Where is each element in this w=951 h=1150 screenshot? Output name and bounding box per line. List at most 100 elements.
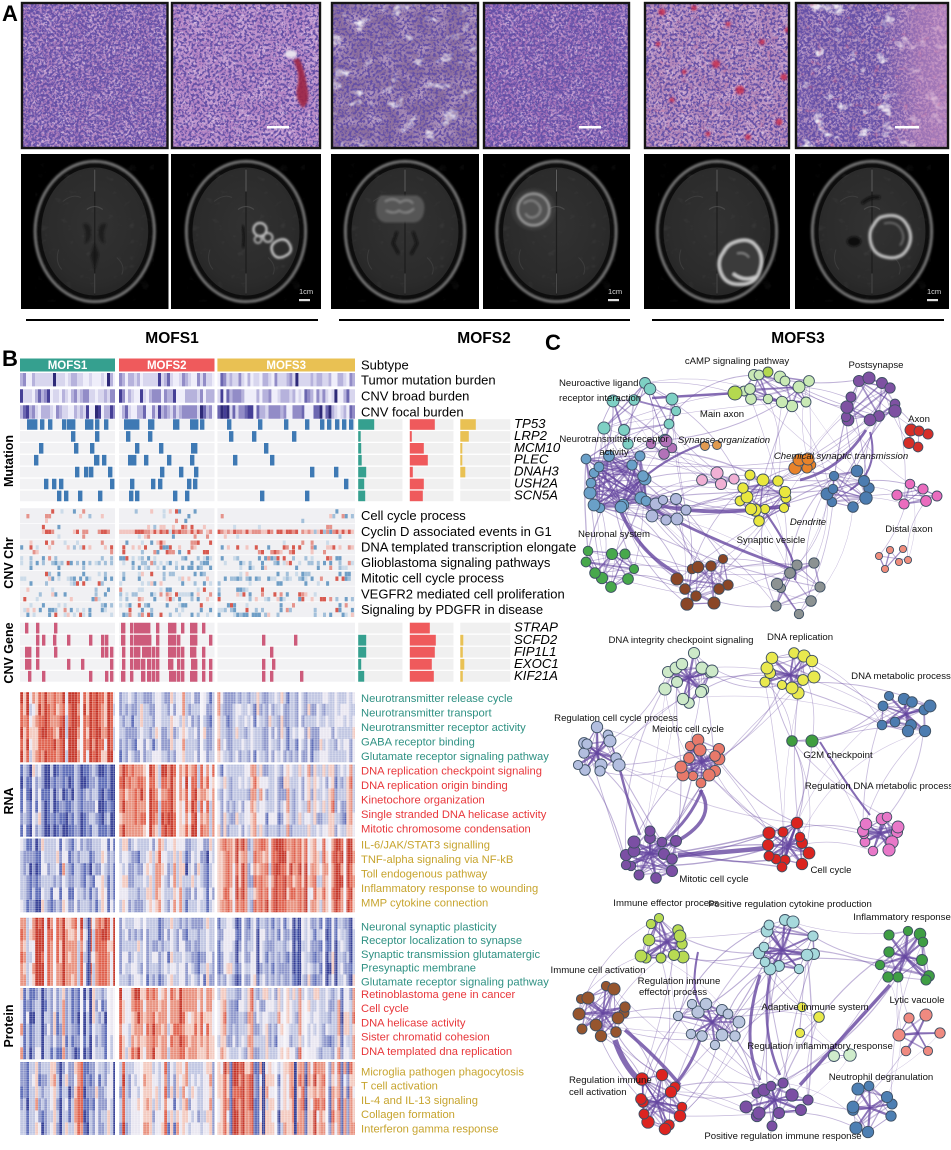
svg-text:MOFS1: MOFS1 — [48, 360, 88, 372]
svg-text:Inflammatory response to wound: Inflammatory response to wounding — [361, 883, 538, 895]
svg-text:Collagen formation: Collagen formation — [361, 1109, 455, 1121]
svg-text:USH2A: USH2A — [514, 476, 558, 491]
svg-text:receptor interaction: receptor interaction — [559, 393, 641, 404]
svg-text:SCFD2: SCFD2 — [514, 632, 558, 647]
svg-text:Protein: Protein — [2, 1004, 16, 1047]
svg-text:Toll endogenous pathway: Toll endogenous pathway — [361, 869, 488, 881]
svg-text:Regulation DNA metabolic proce: Regulation DNA metabolic process — [805, 781, 951, 792]
svg-text:Mitotic cell cycle: Mitotic cell cycle — [679, 874, 748, 885]
svg-text:DNA replication: DNA replication — [767, 632, 833, 643]
svg-text:Regulation immune: Regulation immune — [569, 1075, 652, 1086]
svg-text:DNA helicase activity: DNA helicase activity — [361, 1017, 466, 1029]
svg-text:Retinoblastoma gene in cancer: Retinoblastoma gene in cancer — [361, 989, 516, 1001]
svg-text:Neutrophil degranulation: Neutrophil degranulation — [829, 1072, 934, 1083]
svg-text:CNV Gene: CNV Gene — [2, 622, 16, 683]
svg-text:Receptor localization to synap: Receptor localization to synapse — [361, 935, 522, 947]
svg-text:Distal axon: Distal axon — [885, 524, 932, 535]
svg-text:Glioblastoma signaling pathway: Glioblastoma signaling pathways — [361, 555, 551, 570]
svg-text:STRAP: STRAP — [514, 620, 558, 635]
svg-text:DNAH3: DNAH3 — [514, 464, 559, 479]
svg-text:Single stranded DNA helicase a: Single stranded DNA helicase activity — [361, 809, 547, 821]
svg-text:cell activation: cell activation — [569, 1087, 627, 1098]
svg-text:B: B — [2, 346, 18, 371]
svg-text:Microglia pathogen phagocytosi: Microglia pathogen phagocytosis — [361, 1067, 524, 1079]
svg-text:Positive regulation cytokine p: Positive regulation cytokine production — [708, 899, 872, 910]
svg-text:T cell activation: T cell activation — [361, 1081, 438, 1093]
svg-text:MCM10: MCM10 — [514, 440, 561, 455]
svg-text:Positive regulation immune res: Positive regulation immune response — [704, 1131, 861, 1142]
svg-text:Neurotransmitter receptor acti: Neurotransmitter receptor activity — [361, 722, 526, 734]
svg-text:IL-4 and IL-13 signaling: IL-4 and IL-13 signaling — [361, 1095, 478, 1107]
svg-text:G2M checkpoint: G2M checkpoint — [803, 750, 873, 761]
svg-text:Inflammatory response: Inflammatory response — [853, 912, 951, 923]
svg-text:Tumor mutation burden: Tumor mutation burden — [361, 373, 496, 388]
svg-text:activity: activity — [599, 447, 629, 458]
svg-text:Neurotransmitter release cycle: Neurotransmitter release cycle — [361, 693, 513, 705]
svg-text:Signaling by PDGFR in disease: Signaling by PDGFR in disease — [361, 602, 543, 617]
svg-text:Postsynapse: Postsynapse — [849, 360, 904, 371]
svg-text:MOFS2: MOFS2 — [457, 330, 510, 347]
svg-text:MOFS3: MOFS3 — [266, 360, 306, 372]
svg-text:C: C — [545, 330, 561, 355]
svg-text:cAMP signaling pathway: cAMP signaling pathway — [685, 356, 790, 367]
svg-text:SCN5A: SCN5A — [514, 487, 558, 502]
svg-text:Immune effector process: Immune effector process — [613, 898, 719, 909]
svg-text:DNA metabolic process: DNA metabolic process — [851, 671, 951, 682]
svg-text:DNA replication checkpoint sig: DNA replication checkpoint signaling — [361, 766, 542, 778]
svg-text:Cell cycle: Cell cycle — [361, 1003, 409, 1015]
svg-text:1cm: 1cm — [927, 287, 941, 296]
svg-text:MMP cytokine connection: MMP cytokine connection — [361, 898, 488, 910]
svg-text:CNV broad burden: CNV broad burden — [361, 389, 469, 404]
svg-text:MOFS3: MOFS3 — [771, 330, 825, 347]
svg-text:Synaptic transmission glutamat: Synaptic transmission glutamatergic — [361, 949, 540, 961]
svg-text:Adaptive immune system: Adaptive immune system — [761, 1002, 868, 1013]
svg-text:RNA: RNA — [2, 787, 16, 814]
svg-text:Cell cycle process: Cell cycle process — [361, 508, 466, 523]
svg-text:Lytic vacuole: Lytic vacuole — [889, 995, 944, 1006]
svg-text:DNA templated transcription el: DNA templated transcription elongate — [361, 539, 576, 554]
svg-text:PLEC: PLEC — [514, 452, 549, 467]
svg-text:Presynaptic membrane: Presynaptic membrane — [361, 963, 476, 975]
svg-text:Mutation: Mutation — [2, 435, 16, 487]
svg-text:MOFS2: MOFS2 — [147, 360, 187, 372]
svg-text:Synapse organization: Synapse organization — [678, 435, 770, 446]
svg-text:1cm: 1cm — [608, 287, 622, 296]
svg-text:EXOC1: EXOC1 — [514, 656, 559, 671]
svg-text:CNV Chr: CNV Chr — [2, 537, 16, 589]
svg-text:Meiotic cell cycle: Meiotic cell cycle — [652, 724, 724, 735]
svg-text:KIF21A: KIF21A — [514, 668, 558, 683]
svg-text:Glutamate receptor signaling p: Glutamate receptor signaling pathway — [361, 976, 549, 988]
svg-text:Mitotic chromosome condensatio: Mitotic chromosome condensation — [361, 824, 531, 836]
svg-text:Main axon: Main axon — [700, 409, 744, 420]
svg-text:LRP2: LRP2 — [514, 428, 548, 443]
svg-text:DNA integrity checkpoint signa: DNA integrity checkpoint signaling — [608, 635, 753, 646]
svg-text:Neuronal system: Neuronal system — [578, 529, 650, 540]
svg-text:Glutamate receptor signaling p: Glutamate receptor signaling pathway — [361, 751, 549, 763]
svg-text:Kinetochore organization: Kinetochore organization — [361, 795, 485, 807]
svg-text:Cyclin D associated events in: Cyclin D associated events in G1 — [361, 524, 552, 539]
svg-text:VEGFR2 mediated cell prolifera: VEGFR2 mediated cell proliferation — [361, 586, 565, 601]
svg-text:Axon: Axon — [908, 414, 930, 425]
svg-text:Mitotic cell cycle process: Mitotic cell cycle process — [361, 571, 505, 586]
svg-text:Subtype: Subtype — [361, 358, 409, 373]
svg-text:Sister chromatid cohesion: Sister chromatid cohesion — [361, 1032, 490, 1044]
svg-text:GABA receptor binding: GABA receptor binding — [361, 737, 475, 749]
svg-text:TP53: TP53 — [514, 416, 546, 431]
svg-text:1cm: 1cm — [299, 287, 313, 296]
svg-text:FIP1L1: FIP1L1 — [514, 644, 557, 659]
svg-text:Synaptic vesicle: Synaptic vesicle — [737, 535, 806, 546]
svg-text:Interferon gamma response: Interferon gamma response — [361, 1123, 498, 1135]
svg-text:MOFS1: MOFS1 — [145, 330, 199, 347]
svg-text:Immune cell activation: Immune cell activation — [551, 965, 646, 976]
svg-text:Neuroactive ligand: Neuroactive ligand — [559, 378, 638, 389]
svg-text:Neurotransmitter transport: Neurotransmitter transport — [361, 708, 492, 720]
svg-text:DNA replication origin binding: DNA replication origin binding — [361, 780, 508, 792]
svg-text:Chemical synaptic transmission: Chemical synaptic transmission — [774, 451, 908, 462]
svg-text:Neurotransmitter receptor: Neurotransmitter receptor — [559, 434, 669, 445]
svg-text:Dendrite: Dendrite — [790, 517, 826, 528]
svg-text:Regulation inflammatory respon: Regulation inflammatory response — [747, 1041, 893, 1052]
svg-text:Neuronal synaptic plasticity: Neuronal synaptic plasticity — [361, 922, 497, 934]
svg-text:A: A — [2, 1, 18, 26]
svg-text:TNF-alpha signaling via NF-kB: TNF-alpha signaling via NF-kB — [361, 854, 513, 866]
svg-text:Regulation cell cycle process: Regulation cell cycle process — [554, 713, 678, 724]
